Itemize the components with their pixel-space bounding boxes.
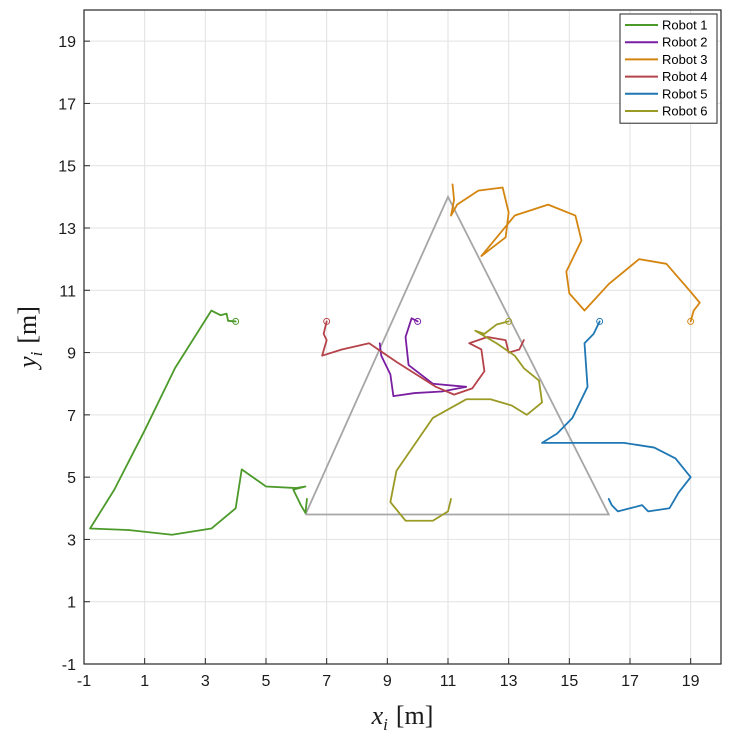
trajectory-line (321, 320, 525, 396)
x-axis-label: xi [m] (371, 701, 434, 734)
start-marker (687, 317, 695, 325)
trajectory-line (541, 320, 692, 513)
series-robot-6 (389, 317, 543, 522)
legend-label: Robot 5 (662, 86, 708, 101)
x-tick-label: 9 (383, 673, 392, 690)
y-tick-label: 7 (67, 408, 76, 425)
legend-label: Robot 2 (662, 35, 708, 50)
y-axis-unit: [m] (13, 306, 42, 344)
trajectory-line (89, 309, 308, 536)
y-tick-label: 9 (67, 346, 76, 363)
x-tick-label: 19 (682, 673, 700, 690)
x-axis-var: x (371, 701, 384, 730)
plot-frame (83, 9, 722, 665)
series-group (89, 183, 701, 536)
x-tick-label: 1 (140, 673, 149, 690)
legend-label: Robot 1 (662, 18, 708, 33)
trajectory-line (389, 320, 543, 522)
x-axis-unit: [m] (396, 701, 434, 730)
start-marker (505, 317, 513, 325)
formation-line (304, 194, 611, 516)
start-marker (414, 317, 422, 325)
legend-label: Robot 3 (662, 52, 708, 67)
start-marker (232, 317, 240, 325)
series-robot-3 (450, 183, 701, 325)
y-tick-label: 5 (67, 470, 76, 487)
series-robot-2 (378, 317, 468, 398)
y-tick-label: 13 (58, 221, 76, 238)
y-tick-label: 1 (67, 595, 76, 612)
legend-box (619, 13, 718, 124)
x-axis-sub: i (383, 715, 388, 734)
y-tick-label: 19 (58, 34, 76, 51)
series-robot-1 (89, 309, 308, 536)
y-tick-label: 11 (59, 283, 76, 300)
x-tick-label: 15 (560, 673, 578, 690)
start-marker (323, 317, 331, 325)
start-marker (596, 317, 604, 325)
legend-label: Robot 6 (662, 104, 708, 119)
y-tick-label: -1 (62, 657, 76, 674)
x-tick-label: 5 (262, 673, 271, 690)
x-tick-label: 11 (440, 673, 457, 690)
y-axis-label: yi [m] (13, 306, 46, 371)
y-tick-label: 15 (58, 159, 76, 176)
legend-label: Robot 4 (662, 69, 708, 84)
x-tick-label: 7 (322, 673, 331, 690)
y-axis-sub: i (27, 351, 46, 356)
trajectory-line (450, 183, 701, 323)
y-tick-label: 17 (58, 96, 76, 113)
series-robot-5 (541, 317, 692, 513)
series-robot-4 (321, 317, 525, 396)
x-tick-label: -1 (77, 673, 91, 690)
legend: Robot 1 Robot 2 Robot 3 Robot 4 Robot 5 Robot… (619, 13, 718, 124)
x-tick-label: 3 (201, 673, 210, 690)
formation-triangle (304, 194, 611, 516)
y-tick-label: 3 (67, 532, 76, 549)
y-axis-var: y (13, 356, 42, 371)
x-tick-label: 17 (621, 673, 639, 690)
x-tick-label: 13 (500, 673, 518, 690)
trajectory-line (378, 317, 468, 398)
